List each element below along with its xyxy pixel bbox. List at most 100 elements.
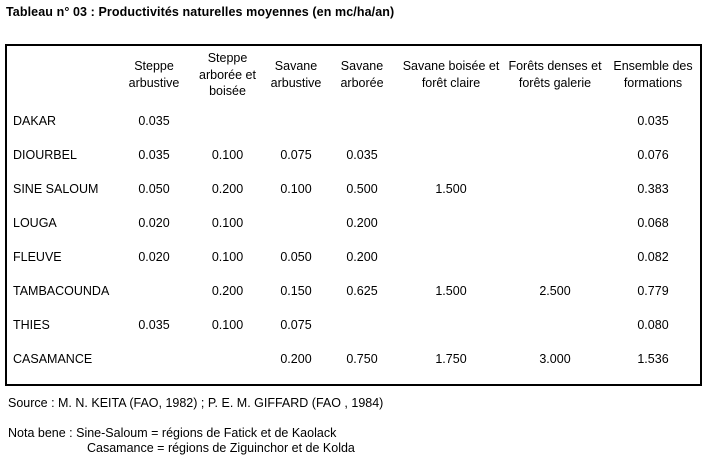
table-row: THIES 0.035 0.100 0.075 0.080 <box>6 308 701 342</box>
cell-value <box>398 138 504 172</box>
row-label: FLEUVE <box>13 250 62 264</box>
cell-value: 0.100 <box>280 182 312 196</box>
cell-value: 0.200 <box>346 216 378 230</box>
cell-value <box>266 206 326 240</box>
cell-value: 0.075 <box>280 148 312 162</box>
cell-value: 0.200 <box>211 284 244 298</box>
spacer-cell <box>189 376 266 385</box>
cell-value: 0.200 <box>346 250 378 264</box>
cell-value: 3.000 <box>539 352 571 366</box>
column-header-savane-boisee-foret-claire: Savane boisée et forêt claire <box>402 59 500 90</box>
cell-value: 0.020 <box>138 250 170 264</box>
cell-value: 1.500 <box>435 284 467 298</box>
cell-value <box>504 206 606 240</box>
row-label: DAKAR <box>13 114 57 128</box>
table-notes: Source : M. N. KEITA (FAO, 1982) ; P. E.… <box>8 396 383 457</box>
cell-value <box>326 308 398 342</box>
productivity-table: Steppe arbustive Steppe arborée et boisé… <box>5 44 702 386</box>
row-label: CASAMANCE <box>13 352 93 366</box>
nota-bene-note: Nota bene : Sine-Saloum = régions de Fat… <box>8 426 383 457</box>
cell-value: 0.068 <box>637 216 669 230</box>
cell-value: 0.050 <box>280 250 312 264</box>
cell-value: 0.383 <box>637 182 669 196</box>
cell-value: 0.779 <box>637 284 669 298</box>
table-row: FLEUVE 0.020 0.100 0.050 0.200 0.082 <box>6 240 701 274</box>
cell-value: 2.500 <box>539 284 571 298</box>
cell-value: 0.035 <box>138 114 170 128</box>
table-body: DAKAR 0.035 0.035 DIOURBEL 0.035 0.100 0… <box>6 104 701 385</box>
cell-value <box>398 308 504 342</box>
cell-value <box>189 104 266 138</box>
cell-value: 0.200 <box>211 182 244 196</box>
cell-value: 0.625 <box>346 284 378 298</box>
cell-value: 0.200 <box>280 352 312 366</box>
cell-value <box>266 104 326 138</box>
cell-value: 0.080 <box>637 318 669 332</box>
cell-value <box>119 274 189 308</box>
nota-bene-line-1: Nota bene : Sine-Saloum = régions de Fat… <box>8 425 337 440</box>
cell-value: 0.082 <box>637 250 669 264</box>
cell-value: 0.035 <box>346 148 378 162</box>
spacer-cell <box>119 376 189 385</box>
cell-value: 0.075 <box>280 318 312 332</box>
row-label: SINE SALOUM <box>13 182 99 196</box>
cell-value: 0.100 <box>211 148 244 162</box>
table-header: Steppe arbustive Steppe arborée et boisé… <box>6 45 701 104</box>
column-header-savane-arboree: Savane arborée <box>340 59 384 90</box>
cell-value <box>504 308 606 342</box>
cell-value: 0.035 <box>637 114 669 128</box>
cell-value: 0.076 <box>637 148 669 162</box>
column-header-region <box>6 45 119 104</box>
spacer-cell <box>606 376 701 385</box>
cell-value <box>504 172 606 206</box>
spacer-cell <box>504 376 606 385</box>
table-container: Steppe arbustive Steppe arborée et boisé… <box>5 44 702 386</box>
cell-value: 0.100 <box>211 216 244 230</box>
column-header-steppe-arbustive: Steppe arbustive <box>128 59 180 90</box>
cell-value <box>189 342 266 376</box>
row-label: TAMBACOUNDA <box>13 284 110 298</box>
cell-value <box>504 138 606 172</box>
row-label: THIES <box>13 318 50 332</box>
spacer-cell <box>326 376 398 385</box>
cell-value: 0.050 <box>138 182 170 196</box>
cell-value: 0.500 <box>346 182 378 196</box>
cell-value: 0.100 <box>211 318 244 332</box>
spacer-cell <box>398 376 504 385</box>
table-row: DIOURBEL 0.035 0.100 0.075 0.035 0.076 <box>6 138 701 172</box>
cell-value: 0.035 <box>138 318 170 332</box>
source-note: Source : M. N. KEITA (FAO, 1982) ; P. E.… <box>8 396 384 410</box>
column-header-savane-arbustive: Savane arbustive <box>270 59 322 90</box>
cell-value <box>398 104 504 138</box>
spacer-cell <box>6 376 119 385</box>
cell-value: 0.100 <box>211 250 244 264</box>
table-row: SINE SALOUM 0.050 0.200 0.100 0.500 1.50… <box>6 172 701 206</box>
cell-value: 1.536 <box>637 352 669 366</box>
column-header-steppe-arboree-boisee: Steppe arborée et boisée <box>199 51 256 99</box>
header-row: Steppe arbustive Steppe arborée et boisé… <box>6 45 701 104</box>
cell-value <box>119 342 189 376</box>
spacer-cell <box>266 376 326 385</box>
table-row: DAKAR 0.035 0.035 <box>6 104 701 138</box>
cell-value: 1.750 <box>435 352 467 366</box>
cell-value <box>504 240 606 274</box>
table-row: TAMBACOUNDA 0.200 0.150 0.625 1.500 2.50… <box>6 274 701 308</box>
cell-value <box>398 206 504 240</box>
cell-value: 0.035 <box>138 148 170 162</box>
cell-value <box>398 240 504 274</box>
cell-value: 0.020 <box>138 216 170 230</box>
table-row: CASAMANCE 0.200 0.750 1.750 3.000 1.536 <box>6 342 701 376</box>
cell-value: 0.150 <box>280 284 312 298</box>
cell-value: 1.500 <box>435 182 467 196</box>
cell-value: 0.750 <box>346 352 378 366</box>
column-header-ensemble-formations: Ensemble des formations <box>613 59 693 90</box>
column-header-forets-denses-galerie: Forêts denses et forêts galerie <box>508 59 602 90</box>
nota-bene-line-2: Casamance = régions de Ziguinchor et de … <box>87 441 355 456</box>
table-bottom-spacer <box>6 376 701 385</box>
table-caption: Tableau n° 03 : Productivités naturelles… <box>6 5 395 19</box>
cell-value <box>326 104 398 138</box>
cell-value <box>504 104 606 138</box>
row-label: DIOURBEL <box>13 148 77 162</box>
table-row: LOUGA 0.020 0.100 0.200 0.068 <box>6 206 701 240</box>
